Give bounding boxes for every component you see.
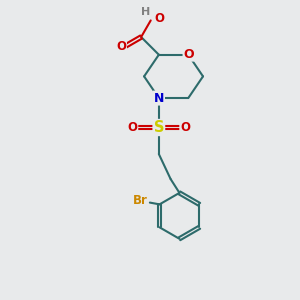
Text: H: H <box>141 7 150 17</box>
Text: O: O <box>116 40 126 53</box>
Text: S: S <box>154 120 164 135</box>
Text: O: O <box>180 121 190 134</box>
Text: O: O <box>127 121 137 134</box>
Text: O: O <box>154 12 164 25</box>
Text: O: O <box>184 48 194 61</box>
Text: Br: Br <box>132 194 147 207</box>
Text: N: N <box>154 92 164 105</box>
